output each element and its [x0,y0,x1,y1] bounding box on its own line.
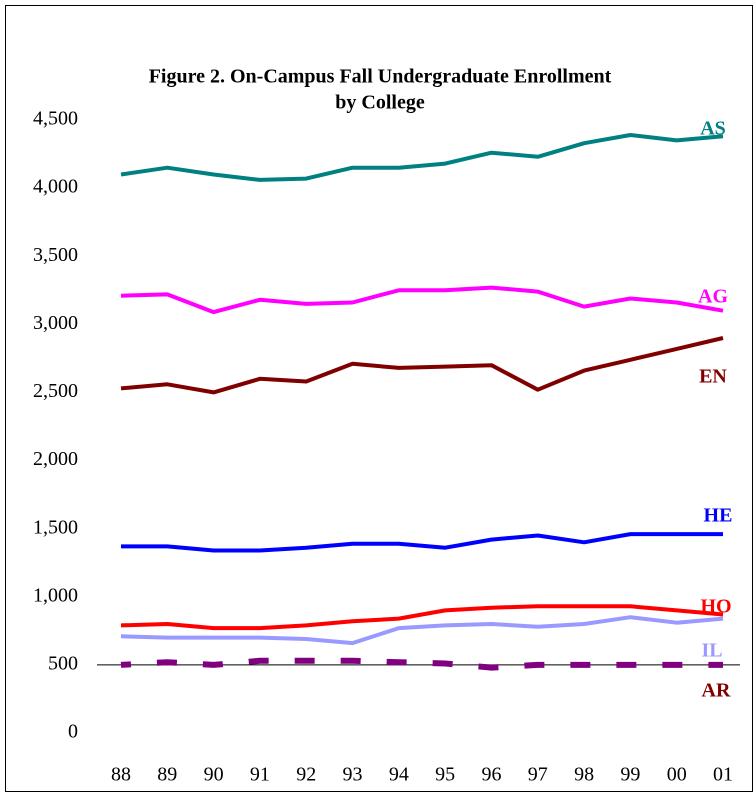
y-tick-label: 2,000 [33,448,78,470]
series-line [121,532,723,553]
x-tick-label: 00 [667,764,687,786]
chart-title: by College [335,92,425,114]
x-tick-label: 95 [435,764,455,786]
y-tick-label: 4,000 [33,176,78,198]
series-label: EN [699,366,727,388]
x-tick-label: 01 [713,764,733,786]
series-line [120,615,724,646]
chart-title: Figure 2. On-Campus Fall Undergraduate E… [149,66,612,88]
y-tick-label: 3,500 [33,244,78,266]
series-line [120,604,724,631]
series-label: HO [700,596,731,618]
series-line [120,285,724,315]
x-tick-label: 94 [389,764,409,786]
series-line [120,336,724,395]
series-label: IL [701,640,722,662]
y-tick-label: 0 [68,721,78,743]
series-line [120,133,724,182]
y-tick-label: 500 [48,652,78,674]
y-tick-label: 1,000 [33,584,78,606]
series-label: AG [698,286,728,308]
x-tick-label: 96 [481,764,501,786]
series-line [120,657,723,671]
x-tick-label: 88 [111,764,131,786]
x-tick-label: 92 [296,764,316,786]
x-tick-label: 91 [250,764,270,786]
x-tick-label: 89 [157,764,177,786]
x-tick-label: 99 [620,764,640,786]
y-tick-label: 1,500 [33,516,78,538]
series-label: AR [702,680,731,702]
x-tick-label: 90 [204,764,224,786]
y-tick-label: 2,500 [33,380,78,402]
y-tick-label: 3,000 [33,312,78,334]
x-tick-label: 97 [528,764,548,786]
chart-border [5,5,753,792]
x-tick-label: 93 [343,764,363,786]
series-label: HE [704,505,733,527]
series-label: AS [700,118,726,140]
y-tick-label: 4,500 [33,108,78,130]
x-tick-label: 98 [574,764,594,786]
